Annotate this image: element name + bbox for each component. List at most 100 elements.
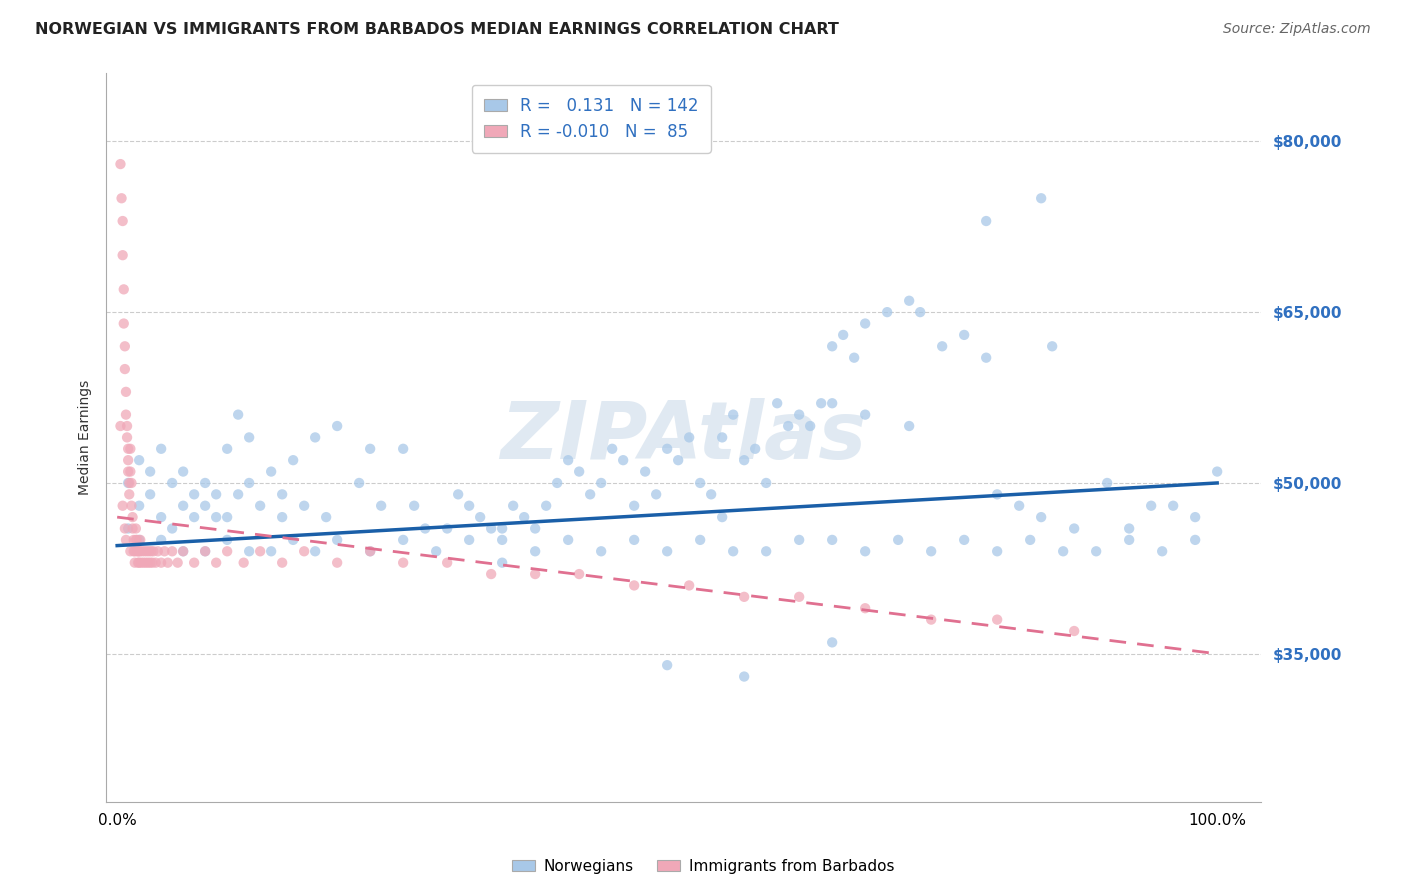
Point [136,556,159,570]
Point [392,442,415,456]
Point [392,556,415,570]
Point [120,465,142,479]
Point [623,533,645,547]
Point [134,544,156,558]
Point [141,544,163,558]
Point [194,544,217,558]
Point [127,556,149,570]
Point [121,510,143,524]
Text: Source: ZipAtlas.com: Source: ZipAtlas.com [1223,22,1371,37]
Point [115,430,138,444]
Point [156,556,179,570]
Point [120,475,142,490]
Point [1040,339,1063,353]
Point [491,533,513,547]
Point [115,533,138,547]
Point [810,396,832,410]
Point [853,544,876,558]
Point [217,510,239,524]
Point [821,396,844,410]
Point [260,544,283,558]
Point [153,544,176,558]
Point [271,510,294,524]
Point [292,544,315,558]
Point [623,499,645,513]
Point [799,419,821,434]
Point [183,556,205,570]
Point [129,544,152,558]
Point [172,465,194,479]
Point [591,544,613,558]
Point [141,556,163,570]
Point [513,510,536,524]
Point [887,533,910,547]
Point [898,293,921,308]
Point [110,419,132,434]
Point [217,544,239,558]
Point [787,590,810,604]
Point [458,499,481,513]
Point [194,475,217,490]
Point [128,556,150,570]
Point [115,408,138,422]
Point [183,487,205,501]
Point [114,362,136,376]
Legend: Norwegians, Immigrants from Barbados: Norwegians, Immigrants from Barbados [506,853,900,880]
Point [986,487,1008,501]
Point [1085,544,1108,558]
Y-axis label: Median Earnings: Median Earnings [79,380,93,495]
Point [271,487,294,501]
Point [283,533,305,547]
Point [115,419,138,434]
Point [853,317,876,331]
Point [160,522,183,536]
Point [326,556,349,570]
Point [118,475,141,490]
Point [160,544,183,558]
Point [249,544,271,558]
Point [238,544,260,558]
Point [447,487,470,501]
Point [125,522,148,536]
Point [470,510,492,524]
Point [370,499,392,513]
Point [986,544,1008,558]
Point [502,499,524,513]
Point [111,214,134,228]
Point [623,578,645,592]
Point [150,533,173,547]
Point [524,567,547,582]
Point [1052,544,1074,558]
Point [127,544,149,558]
Point [546,475,568,490]
Point [711,430,734,444]
Point [1206,465,1229,479]
Point [117,475,139,490]
Point [744,442,766,456]
Point [778,419,800,434]
Point [271,556,294,570]
Point [557,453,579,467]
Point [458,533,481,547]
Point [491,556,513,570]
Point [112,317,135,331]
Point [634,465,657,479]
Point [733,453,755,467]
Point [111,248,134,262]
Point [689,475,711,490]
Point [120,544,142,558]
Point [1140,499,1163,513]
Point [1161,499,1184,513]
Point [142,544,165,558]
Point [1095,475,1118,490]
Point [821,339,844,353]
Point [787,408,810,422]
Point [657,442,679,456]
Point [557,533,579,547]
Point [135,544,157,558]
Point [612,453,634,467]
Point [853,601,876,615]
Point [657,544,679,558]
Legend: R =   0.131   N = 142, R = -0.010   N =  85: R = 0.131 N = 142, R = -0.010 N = 85 [472,85,710,153]
Point [591,475,613,490]
